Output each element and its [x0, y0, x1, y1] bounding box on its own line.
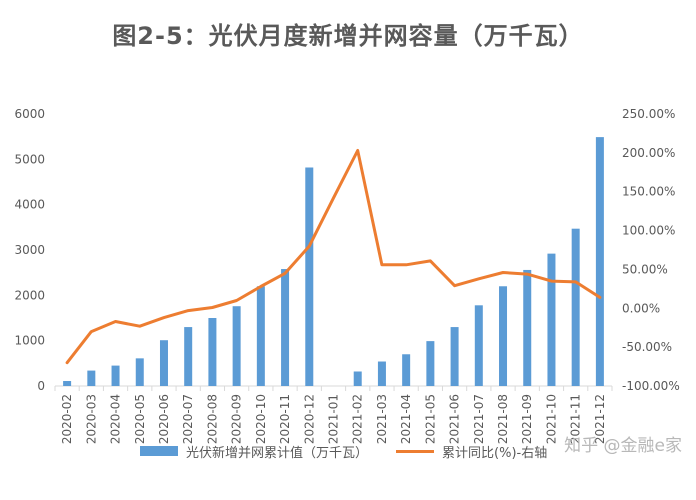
- x-tick-label: 2021-02: [351, 394, 365, 444]
- x-tick-label: 2021-01: [327, 394, 341, 444]
- legend-item-bar: 光伏新增并网累计值（万千瓦）: [140, 442, 368, 461]
- x-tick-label: 2021-09: [520, 394, 534, 444]
- bar: [111, 365, 120, 386]
- x-tick-label: 2020-02: [60, 394, 74, 444]
- watermark-text: 知乎 @金融e家: [564, 436, 682, 456]
- y-left-tick-label: 5000: [14, 152, 45, 166]
- bar: [499, 286, 508, 386]
- bar: [135, 358, 144, 386]
- legend-label-bar: 光伏新增并网累计值（万千瓦）: [186, 445, 369, 461]
- x-tick-label: 2021-05: [423, 394, 437, 444]
- bar: [450, 327, 459, 386]
- x-tick-label: 2020-12: [302, 394, 316, 444]
- y-right-tick-label: 50.00%: [622, 262, 668, 276]
- bar: [426, 341, 435, 386]
- y-right-tick-label: 200.00%: [622, 146, 675, 160]
- y-right-tick-label: -100.00%: [622, 379, 680, 393]
- bar: [256, 286, 265, 386]
- x-tick-label: 2021-03: [375, 394, 389, 444]
- bar: [474, 305, 483, 386]
- x-tick-label: 2020-11: [278, 394, 292, 444]
- y-right-tick-label: 100.00%: [622, 224, 675, 238]
- x-tick-label: 2020-03: [84, 394, 98, 444]
- series-line-yoy: [65, 149, 602, 365]
- y-left-tick-label: 2000: [14, 288, 45, 302]
- x-tick-label: 2020-05: [133, 394, 147, 444]
- bar: [184, 327, 193, 386]
- x-tick-label: 2021-08: [496, 394, 510, 444]
- bar: [377, 361, 386, 386]
- x-tick-label: 2020-09: [230, 394, 244, 444]
- bar: [305, 167, 314, 386]
- bar: [159, 340, 168, 386]
- x-tick-label: 2021-10: [544, 394, 558, 444]
- y-right-tick-label: 0.00%: [622, 301, 660, 315]
- legend-swatch-bar: [140, 446, 178, 456]
- chart-title: 图2-5：光伏月度新增并网容量（万千瓦）: [112, 22, 584, 50]
- x-tick-label: 2020-06: [157, 394, 171, 444]
- legend-swatch-line: [396, 449, 435, 453]
- bar: [208, 318, 217, 386]
- y-right-tick-label: 250.00%: [622, 107, 675, 121]
- x-tick-label: 2020-08: [205, 394, 219, 444]
- y-left-tick-label: 4000: [14, 198, 45, 212]
- bar: [232, 306, 241, 386]
- bar: [281, 269, 290, 386]
- bar: [571, 228, 580, 386]
- y-right-tick-label: 150.00%: [622, 185, 675, 199]
- legend-label-line: 累计同比(%)-右轴: [442, 445, 548, 461]
- y-left-tick-label: 3000: [14, 243, 45, 257]
- bar: [353, 371, 362, 386]
- x-tick-label: 2021-06: [448, 394, 462, 444]
- y-left-tick-label: 6000: [14, 107, 45, 121]
- chart-legend: 光伏新增并网累计值（万千瓦） 累计同比(%)-右轴: [140, 436, 575, 466]
- bar: [547, 253, 556, 386]
- x-tick-label: 2020-04: [109, 394, 123, 444]
- bar: [523, 269, 532, 386]
- y-right-tick-label: -50.00%: [622, 340, 672, 354]
- y-left-tick-label: 1000: [14, 334, 45, 348]
- bar: [595, 137, 604, 386]
- x-tick-label: 2021-12: [593, 394, 607, 444]
- y-left-tick-label: 0: [37, 379, 45, 393]
- legend-item-line: 累计同比(%)-右轴: [396, 442, 547, 461]
- x-tick-label: 2020-07: [181, 394, 195, 444]
- x-tick-label: 2021-07: [472, 394, 486, 444]
- bar: [402, 354, 411, 386]
- bar: [87, 370, 96, 386]
- x-tick-label: 2021-04: [399, 394, 413, 444]
- x-tick-label: 2020-10: [254, 394, 268, 444]
- bar: [63, 381, 72, 386]
- x-tick-label: 2021-11: [569, 394, 583, 444]
